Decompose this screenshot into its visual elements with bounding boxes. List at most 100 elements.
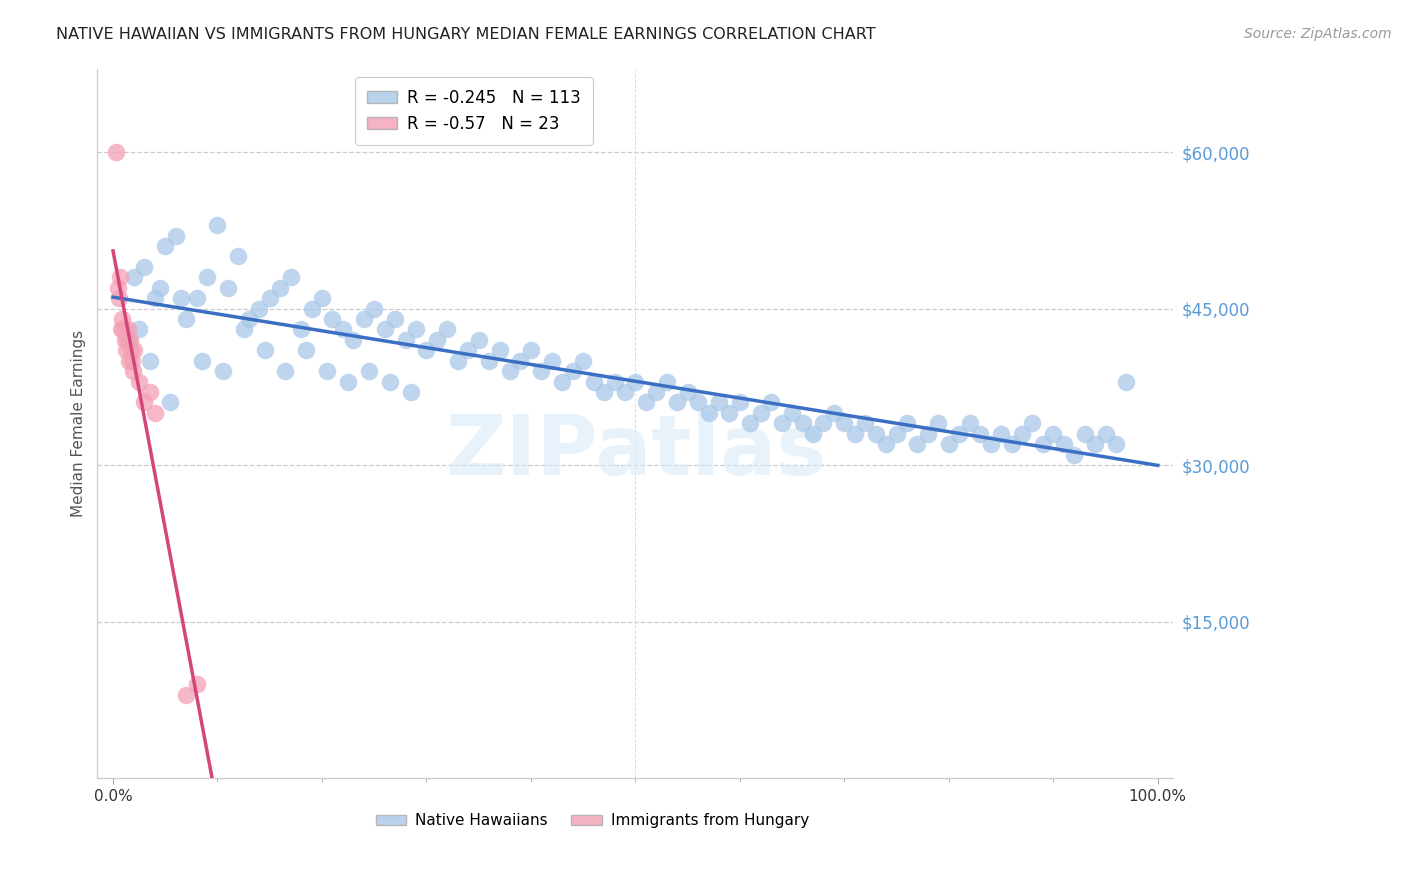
Point [886,426,908,441]
Point [280,270,302,285]
Point [118,353,141,368]
Point [128,322,150,336]
Point [118,333,141,347]
Point [186,291,208,305]
Point [122,270,145,285]
Point [337,375,360,389]
Point [1105,437,1128,451]
Point [509,353,531,368]
Point [896,417,918,431]
Point [405,322,427,336]
Point [111,312,134,326]
Point [191,353,214,368]
Text: ZIPatlas: ZIPatlas [444,411,825,492]
Point [624,375,647,389]
Point [603,375,626,389]
Point [488,343,510,358]
Point [149,281,172,295]
Point [761,395,783,409]
Point [311,291,333,305]
Point [363,301,385,316]
Point [295,343,318,358]
Point [207,218,229,232]
Point [259,291,281,305]
Point [143,406,166,420]
Point [613,385,636,400]
Point [378,375,401,389]
Legend: Native Hawaiians, Immigrants from Hungary: Native Hawaiians, Immigrants from Hungar… [370,807,815,834]
Text: NATIVE HAWAIIAN VS IMMIGRANTS FROM HUNGARY MEDIAN FEMALE EARNINGS CORRELATION CH: NATIVE HAWAIIAN VS IMMIGRANTS FROM HUNGA… [56,27,876,42]
Point [342,333,364,347]
Point [143,291,166,305]
Point [740,417,762,431]
Point [770,417,793,431]
Point [447,353,470,368]
Point [780,406,803,420]
Point [582,375,605,389]
Point [823,406,845,420]
Point [853,417,876,431]
Point [228,249,250,263]
Point [959,417,981,431]
Point [728,395,751,409]
Point [572,353,595,368]
Point [134,260,156,274]
Point [174,312,197,326]
Point [457,343,479,358]
Point [1021,417,1043,431]
Point [321,312,343,326]
Point [467,333,489,347]
Point [316,364,339,378]
Point [247,301,270,316]
Point [384,312,406,326]
Point [399,385,422,400]
Point [927,417,949,431]
Point [114,333,136,347]
Point [114,343,136,358]
Point [478,353,501,368]
Point [865,426,887,441]
Point [217,281,239,295]
Point [253,343,276,358]
Point [676,385,699,400]
Point [436,322,458,336]
Point [1053,437,1076,451]
Point [301,301,323,316]
Point [990,426,1012,441]
Point [134,395,156,409]
Point [122,364,145,378]
Point [170,291,193,305]
Point [1094,426,1116,441]
Point [174,688,197,702]
Point [1084,437,1107,451]
Point [666,395,689,409]
Point [357,364,380,378]
Point [211,364,233,378]
Point [117,322,139,336]
Point [938,437,960,451]
Point [110,270,132,285]
Point [107,281,129,295]
Point [332,322,354,336]
Point [801,426,824,441]
Point [948,426,970,441]
Point [1011,426,1033,441]
Point [593,385,616,400]
Point [980,437,1002,451]
Point [115,333,138,347]
Text: Source: ZipAtlas.com: Source: ZipAtlas.com [1244,27,1392,41]
Point [155,239,177,253]
Point [120,343,142,358]
Point [138,385,160,400]
Point [969,426,991,441]
Point [792,417,814,431]
Point [1042,426,1064,441]
Point [112,322,135,336]
Point [499,364,522,378]
Point [165,228,187,243]
Point [138,353,160,368]
Point [530,364,553,378]
Point [108,291,131,305]
Point [1063,448,1085,462]
Point [697,406,720,420]
